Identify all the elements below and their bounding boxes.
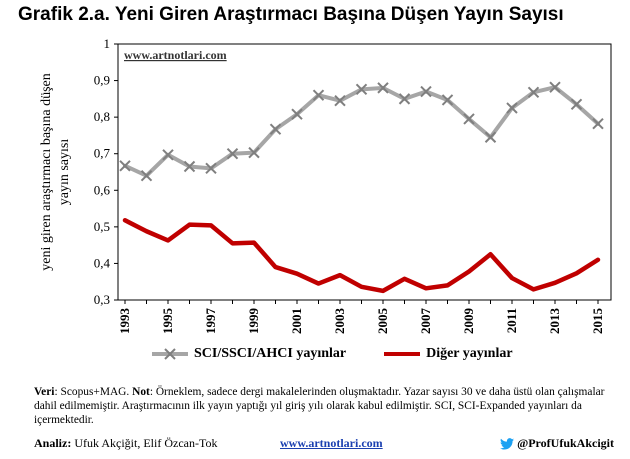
y-tick-label: 0,5 [94, 219, 110, 234]
legend-item-sci: SCI/SSCI/AHCI yayınlar [150, 346, 346, 362]
plot-frame [117, 43, 612, 301]
data-point-sci [183, 160, 196, 173]
x-tick-label: 1993 [117, 308, 132, 335]
x-tick-label: 2009 [461, 308, 476, 335]
series-layer [119, 81, 604, 294]
y-axis-ticks: 0,3 0,4 0,5 0,6 0,7 0,8 0,9 1 [94, 36, 118, 307]
data-point-sci [312, 89, 325, 101]
y-tick-label: 1 [104, 36, 111, 51]
note-label: Not [132, 386, 150, 398]
legend-label-sci: SCI/SSCI/AHCI yayınlar [194, 346, 347, 361]
data-point-sci [205, 162, 217, 175]
y-tick-label: 0,4 [94, 255, 111, 270]
chart-title: Grafik 2.a. Yeni Giren Araştırmacı Başın… [18, 4, 564, 25]
twitter-handle[interactable]: @ProfUfukAkcigit [500, 436, 614, 451]
x-tick-label: 1995 [160, 308, 175, 335]
legend-marker-diger [384, 352, 421, 356]
data-point-sci [441, 94, 454, 106]
legend-item-diger: Diğer yayınlar [382, 346, 513, 362]
twitter-handle-text: @ProfUfukAkcigit [517, 436, 614, 450]
y-tick-label: 0,3 [94, 292, 110, 307]
x-tick-label: 2001 [289, 308, 304, 334]
chart: www.artnotlari.com 0,3 0,4 0,5 0,6 0,7 0,8 0,9… [39, 36, 612, 334]
data-point-sci [119, 160, 131, 172]
x-tick-label: 2015 [590, 308, 605, 335]
data-point-sci [484, 131, 497, 143]
note-text: : Örneklem, sadece dergi makalelerinden … [34, 386, 605, 426]
x-tick-label: 1999 [246, 308, 261, 335]
data-point-sci [355, 83, 368, 96]
source-label: Veri [34, 386, 55, 398]
data-point-sci [527, 86, 540, 98]
legend-marker-sci [152, 348, 188, 360]
data-point-sci [226, 148, 239, 160]
footnote: Veri: Scopus+MAG. Not: Örneklem, sadece … [34, 385, 614, 427]
source-text: : Scopus+MAG. [54, 386, 133, 398]
website-link[interactable]: www.artnotlari.com [280, 436, 383, 450]
footer: Analiz: Ufuk Akçiğit, Elif Özcan-Tok www… [34, 436, 614, 452]
x-tick-label: 2005 [375, 308, 390, 335]
analysis-credit: Analiz: Ufuk Akçiğit, Elif Özcan-Tok [34, 436, 217, 451]
analyst-names: Ufuk Akçiğit, Elif Özcan-Tok [71, 436, 218, 450]
legend: SCI/SSCI/AHCI yayınlar Diğer yayınlar [150, 346, 549, 362]
data-point-sci [334, 94, 346, 107]
data-point-sci [506, 102, 518, 114]
x-tick-label: 2013 [547, 308, 562, 335]
y-axis-label-line1: yeni giren araştırmacı başına düşen [39, 73, 54, 270]
x-tick-label: 1997 [203, 308, 218, 335]
series-line-sci [123, 85, 600, 178]
data-point-sci [463, 113, 475, 125]
data-point-sci [269, 123, 282, 135]
y-tick-label: 0,7 [94, 146, 111, 161]
data-point-sci [291, 108, 303, 120]
y-tick-label: 0,6 [94, 182, 111, 197]
data-point-sci [140, 169, 153, 182]
watermark: www.artnotlari.com [124, 48, 227, 62]
analysis-label: Analiz: [34, 436, 72, 450]
x-tick-label: 2007 [418, 308, 433, 335]
data-point-sci [377, 82, 389, 94]
y-axis-label-line2: yayın sayısı [57, 139, 72, 206]
y-tick-label: 0,8 [94, 109, 110, 124]
series-line-diger [122, 218, 601, 294]
x-tick-label: 2003 [332, 308, 347, 335]
data-point-sci [420, 85, 432, 98]
data-point-sci [398, 93, 411, 105]
data-point-sci [248, 146, 260, 159]
data-point-sci [592, 118, 604, 130]
data-point-sci [162, 149, 174, 161]
y-tick-label: 0,9 [94, 73, 110, 88]
twitter-bird-icon [500, 437, 515, 450]
x-tick-label: 2011 [504, 308, 519, 333]
x-axis-ticks: 1993 1995 1997 1999 2001 2003 2005 2007 2009 2011… [117, 300, 605, 334]
legend-label-diger: Diğer yayınlar [426, 346, 513, 361]
data-point-sci [549, 81, 561, 93]
data-point-sci [570, 98, 583, 111]
